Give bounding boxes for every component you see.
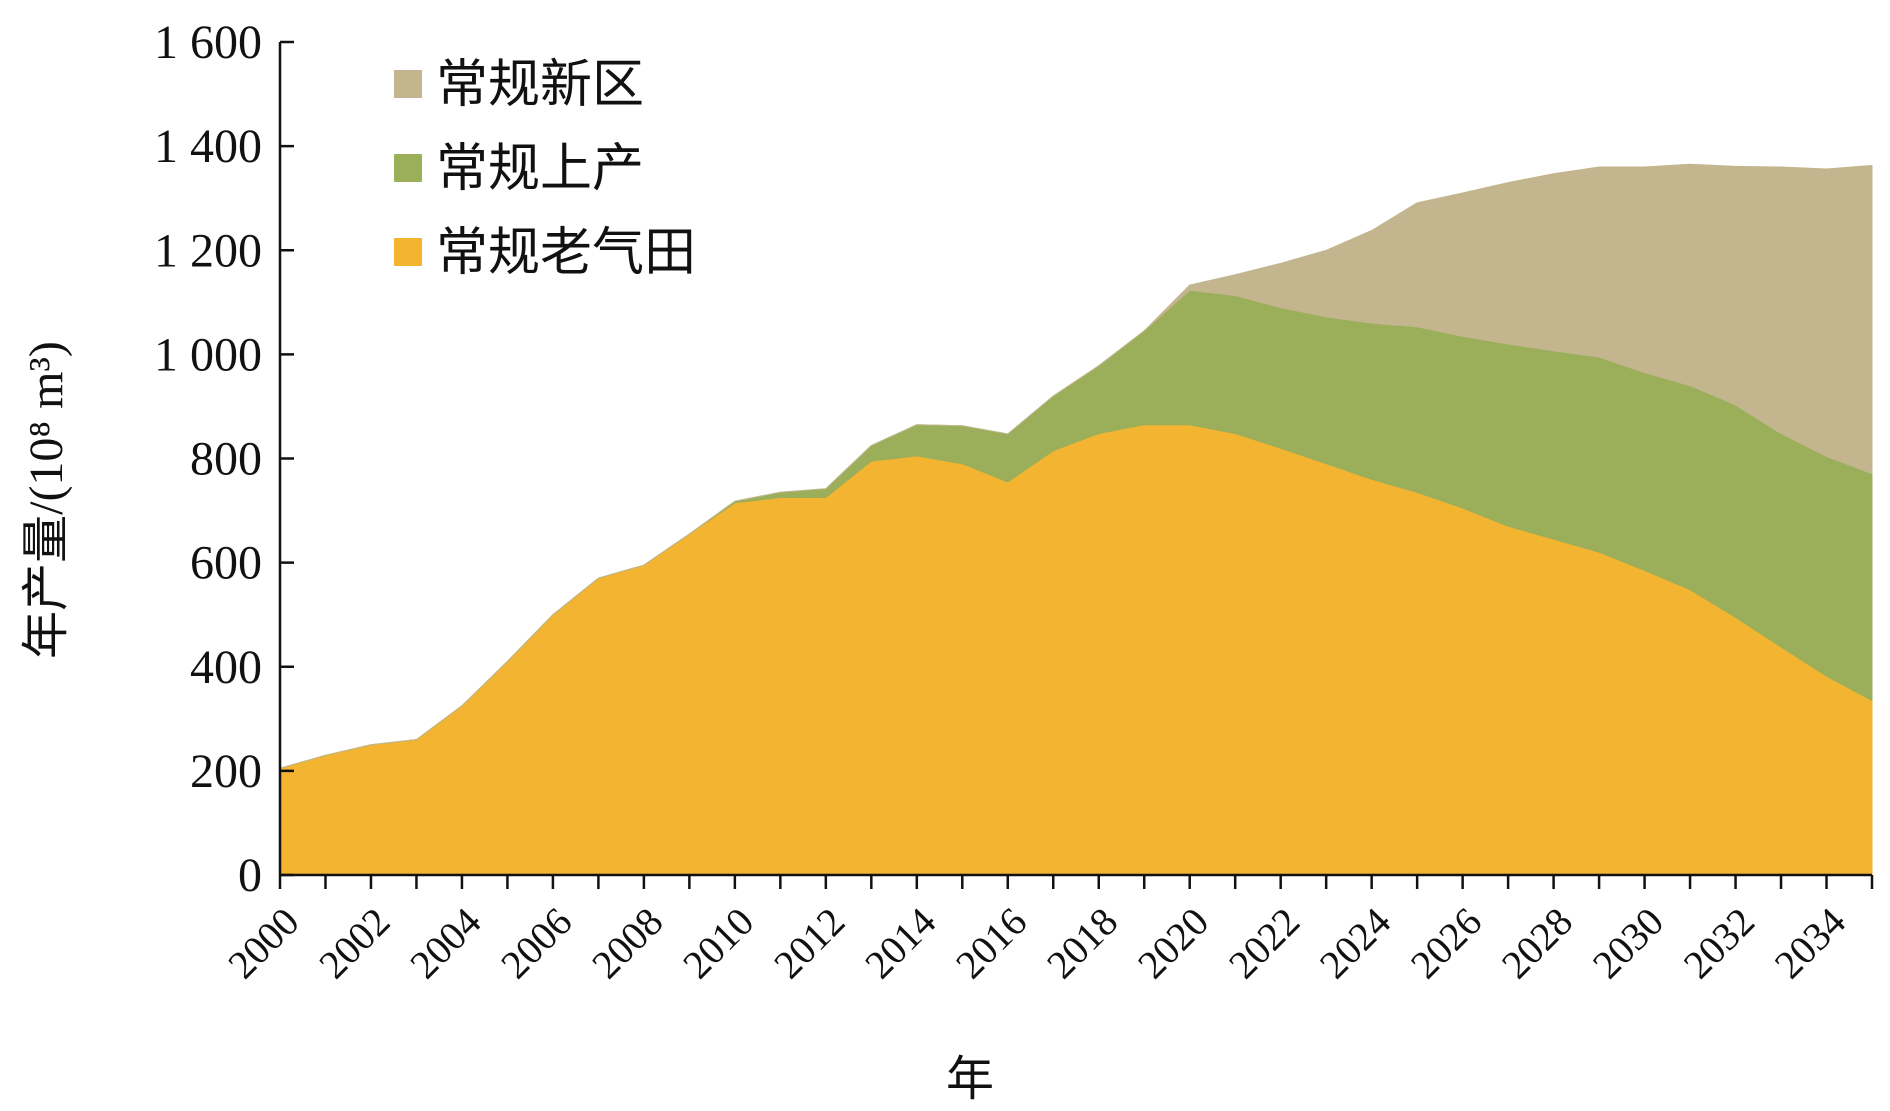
- y-axis-title: 年产量/(10⁸ m³): [20, 341, 73, 659]
- x-tick-label: 2016: [947, 899, 1035, 987]
- legend-label: 常规上产: [436, 141, 644, 198]
- x-tick-label: 2014: [856, 899, 944, 987]
- y-ticks-group: 0 200 400 600 800 1 000 1 200 1 400 1 600: [154, 16, 294, 902]
- y-tick-label: 400: [190, 641, 262, 694]
- x-tick-label: 2030: [1584, 899, 1672, 987]
- y-tick-label: 1 600: [154, 16, 262, 69]
- x-tick-label: 2032: [1675, 899, 1763, 987]
- y-tick-label: 0: [238, 849, 262, 902]
- x-tick-label: 2034: [1766, 899, 1854, 987]
- x-tick-label: 2028: [1493, 899, 1581, 987]
- y-tick-label: 600: [190, 537, 262, 590]
- x-ticks-group: 2000 2002 2004 2006 2008 2010 2012 2014 2016 2018…: [219, 875, 1874, 987]
- x-tick-label: 2000: [219, 899, 307, 987]
- legend-swatch: [394, 70, 422, 98]
- y-tick-label: 1 000: [154, 328, 262, 381]
- x-tick-label: 2020: [1129, 899, 1217, 987]
- x-tick-label: 2024: [1311, 899, 1399, 987]
- y-tick-label: 200: [190, 745, 262, 798]
- x-axis-title: 年: [946, 1053, 994, 1106]
- legend-label: 常规新区: [436, 57, 644, 114]
- x-tick-label: 2008: [583, 899, 671, 987]
- y-tick-label: 1 200: [154, 224, 262, 277]
- x-tick-label: 2022: [1220, 899, 1308, 987]
- x-tick-label: 2026: [1402, 899, 1490, 987]
- x-tick-label: 2010: [674, 899, 762, 987]
- x-tick-label: 2012: [765, 899, 853, 987]
- x-tick-label: 2006: [492, 899, 580, 987]
- x-tick-label: 2004: [401, 899, 489, 987]
- y-tick-label: 800: [190, 433, 262, 486]
- x-tick-label: 2002: [310, 899, 398, 987]
- legend-label: 常规老气田: [436, 225, 696, 282]
- area-series-3: [279, 163, 1873, 769]
- y-tick-label: 1 400: [154, 120, 262, 173]
- x-tick-label: 2018: [1038, 899, 1126, 987]
- legend-swatch: [394, 238, 422, 266]
- legend-swatch: [394, 154, 422, 182]
